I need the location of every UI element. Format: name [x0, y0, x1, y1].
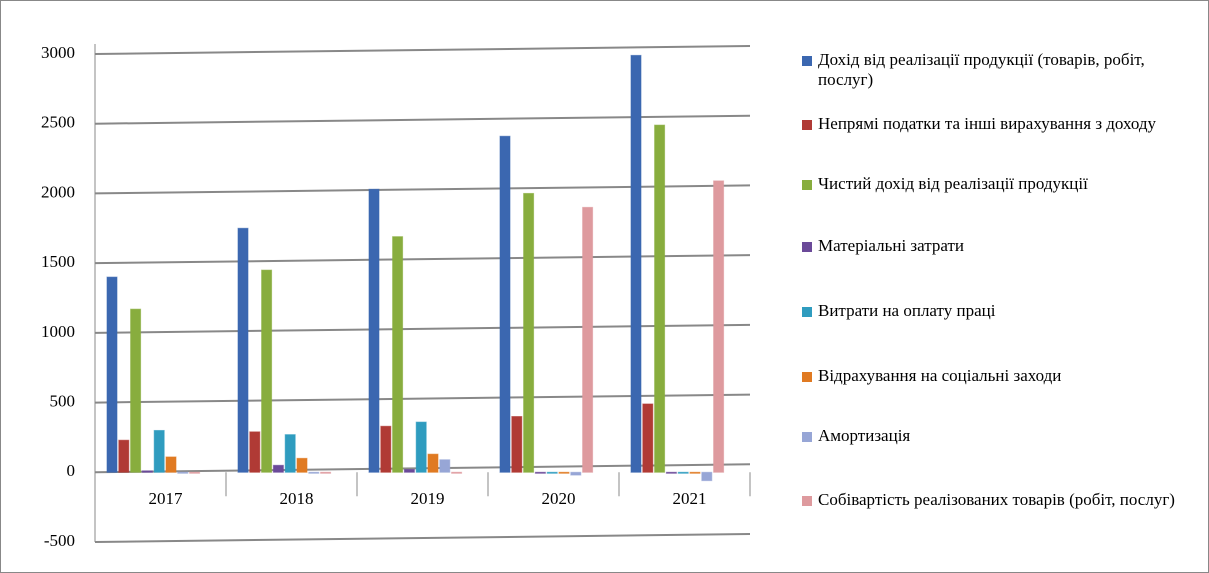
- legend-item: Амортизація: [800, 426, 1195, 446]
- bar: [403, 468, 415, 473]
- bar: [558, 471, 570, 474]
- x-tick-label: 2019: [411, 489, 445, 508]
- legend-label: Витрати на оплату праці: [818, 301, 996, 320]
- legend-item: Собівартість реалізованих товарів (робіт…: [800, 490, 1195, 510]
- bar: [499, 135, 511, 473]
- x-tick-label: 2020: [542, 489, 576, 508]
- legend-swatch: [802, 56, 812, 66]
- bar: [546, 471, 558, 474]
- bar: [392, 236, 404, 473]
- bar: [141, 470, 153, 473]
- grid-line: [94, 184, 751, 195]
- legend-item: Непрямі податки та інші вирахування з до…: [800, 114, 1195, 134]
- legend-label: Відрахування на соціальні заходи: [818, 366, 1062, 385]
- bar: [308, 471, 320, 474]
- y-tick-label: 2500: [41, 113, 75, 132]
- bar: [713, 180, 725, 473]
- legend-item: Чистий дохід від реалізації продукції: [800, 174, 1195, 194]
- bar: [689, 471, 701, 474]
- bar: [118, 439, 130, 473]
- legend-swatch: [802, 372, 812, 382]
- legend-label: Чистий дохід від реалізації продукції: [818, 174, 1088, 193]
- grid-line: [94, 533, 751, 543]
- legend-item: Витрати на оплату праці: [800, 301, 1195, 321]
- bar: [677, 471, 689, 474]
- x-tick-label: 2018: [280, 489, 314, 508]
- grid-line: [94, 45, 751, 55]
- grid-line: [94, 323, 751, 334]
- y-tick-label: 0: [67, 461, 76, 480]
- legend-label: Дохід від реалізації продукції (товарів,…: [818, 50, 1145, 89]
- bar: [237, 227, 249, 473]
- bar: [642, 403, 654, 473]
- bar: [320, 471, 332, 474]
- bar: [189, 471, 201, 474]
- legend-item: Відрахування на соціальні заходи: [800, 366, 1195, 386]
- x-tick-label: 2017: [149, 489, 184, 508]
- bar: [523, 192, 535, 473]
- grid-line: [94, 254, 751, 265]
- bar: [427, 453, 439, 473]
- bar: [177, 471, 189, 474]
- bar: [284, 434, 296, 473]
- y-tick-label: -500: [44, 531, 75, 550]
- bar: [701, 471, 713, 482]
- bar: [582, 206, 594, 473]
- legend-label: Амортизація: [818, 426, 911, 445]
- bar: [630, 54, 642, 473]
- legend-swatch: [802, 432, 812, 442]
- legend-label: Матеріальні затрати: [818, 236, 965, 255]
- legend-label: Непрямі податки та інші вирахування з до…: [818, 114, 1157, 133]
- bar: [249, 431, 261, 473]
- legend-swatch: [802, 120, 812, 130]
- bar: [153, 429, 165, 473]
- bar: [665, 471, 677, 474]
- bar: [415, 421, 427, 473]
- legend-swatch: [802, 242, 812, 252]
- legend-swatch: [802, 496, 812, 506]
- bar: [272, 464, 284, 473]
- y-tick-label: 1500: [41, 252, 75, 271]
- bar: [439, 459, 451, 473]
- grid-line: [94, 393, 751, 404]
- bar: [654, 124, 666, 473]
- bar: [261, 269, 273, 473]
- y-tick-label: 1000: [41, 322, 75, 341]
- bar: [368, 188, 380, 473]
- legend-item: Матеріальні затрати: [800, 236, 1195, 256]
- legend-swatch: [802, 180, 812, 190]
- legend-swatch: [802, 307, 812, 317]
- bar: [130, 308, 142, 473]
- y-tick-label: 500: [50, 391, 76, 410]
- x-tick-label: 2021: [673, 489, 707, 508]
- bar: [380, 425, 392, 473]
- grid-line: [94, 114, 751, 125]
- bar: [451, 471, 463, 474]
- y-tick-label: 2000: [41, 182, 75, 201]
- legend-item: Дохід від реалізації продукції (товарів,…: [800, 50, 1195, 90]
- bar: [570, 471, 582, 476]
- bar: [165, 456, 177, 473]
- bar: [511, 416, 523, 473]
- bar: [106, 276, 118, 473]
- y-tick-label: 3000: [41, 43, 75, 62]
- bar: [296, 457, 308, 473]
- legend-label: Собівартість реалізованих товарів (робіт…: [818, 490, 1175, 509]
- bar: [534, 471, 546, 474]
